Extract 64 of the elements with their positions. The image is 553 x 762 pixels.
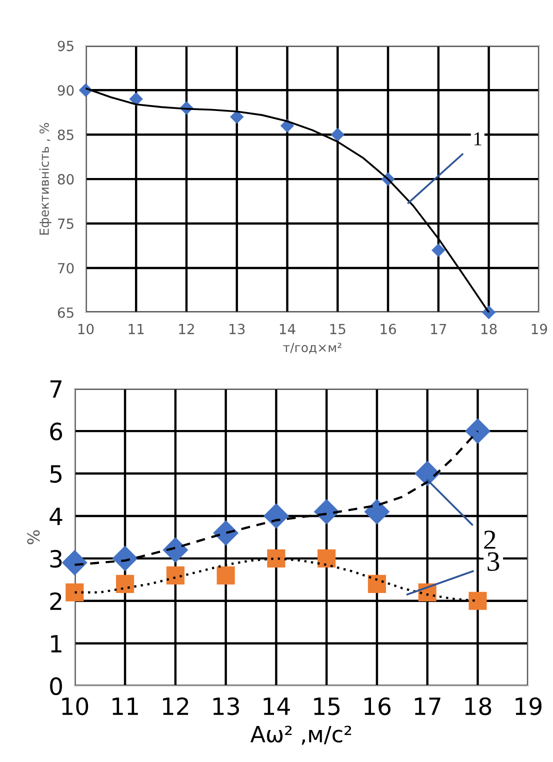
point <box>166 566 184 584</box>
y-tick-label: 0 <box>50 677 62 696</box>
x-tick-label: 14 <box>264 698 290 715</box>
point <box>368 574 386 593</box>
x-tick-label: 15 <box>314 698 340 716</box>
x-tick-label: 11 <box>112 698 138 715</box>
point <box>216 566 235 584</box>
x-axis-title: Aω² ,м/с² <box>250 726 352 745</box>
x-tick-label: 15 <box>330 324 346 334</box>
y-tick-label: 80 <box>58 174 74 185</box>
point <box>414 460 440 486</box>
annotation: 2 <box>484 530 496 550</box>
y-axis-title: Ефективність , % <box>39 122 52 235</box>
point <box>432 243 446 258</box>
point <box>116 574 134 593</box>
y-tick-label: 5 <box>50 465 62 483</box>
x-tick-label: 10 <box>62 697 88 716</box>
y-axis-title: % <box>27 530 40 544</box>
y-tick-label: 1 <box>51 635 62 652</box>
x-tick-label: 10 <box>78 324 94 334</box>
point <box>464 418 490 444</box>
point <box>112 546 138 572</box>
point <box>482 306 496 320</box>
point <box>213 520 239 546</box>
x-tick-label: 13 <box>213 697 239 716</box>
y-tick-label: 65 <box>58 307 74 318</box>
y-tick-label: 4 <box>50 508 62 525</box>
x-tick-label: 14 <box>280 324 296 334</box>
x-tick-label: 12 <box>162 697 188 715</box>
y-tick-label: 90 <box>58 85 74 96</box>
point <box>263 503 289 529</box>
x-tick-label: 19 <box>516 697 542 716</box>
annotation: 3 <box>488 552 500 571</box>
x-tick-label: 19 <box>532 324 548 334</box>
point <box>162 537 188 563</box>
y-tick-label: 85 <box>58 130 74 140</box>
point <box>62 550 88 576</box>
y-tick-label: 75 <box>58 218 74 229</box>
x-tick-label: 16 <box>364 697 390 716</box>
y-tick-label: 6 <box>50 422 62 440</box>
point <box>66 583 84 602</box>
y-tick-label: 70 <box>58 262 74 274</box>
x-tick-label: 17 <box>431 324 446 334</box>
point <box>314 498 340 525</box>
y-tick-label: 7 <box>50 380 62 398</box>
point <box>468 592 487 610</box>
point <box>364 498 390 525</box>
x-tick-label: 18 <box>465 697 492 716</box>
y-tick-label: 2 <box>50 592 62 610</box>
x-tick-label: 12 <box>179 324 194 334</box>
x-tick-label: 18 <box>481 324 497 334</box>
x-axis-title: т/год×м² <box>283 342 342 354</box>
x-tick-label: 13 <box>230 324 245 334</box>
x-tick-label: 17 <box>414 698 440 715</box>
point <box>267 549 286 568</box>
point <box>330 128 345 142</box>
y-tick-label: 3 <box>50 550 62 568</box>
annotation: 1 <box>474 132 482 146</box>
x-tick-label: 11 <box>128 324 144 334</box>
point <box>318 549 336 568</box>
point <box>129 92 143 106</box>
x-tick-label: 16 <box>380 324 396 334</box>
y-tick-label: 95 <box>58 40 74 52</box>
point <box>230 110 244 124</box>
